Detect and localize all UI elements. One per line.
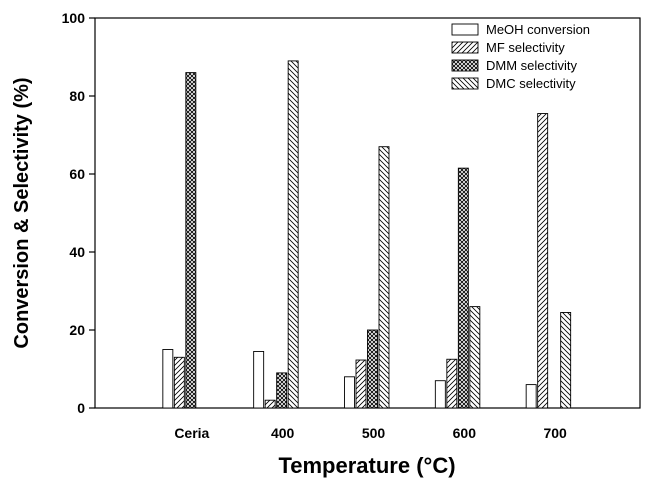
y-tick-label: 80 <box>69 88 85 104</box>
bar <box>469 306 481 409</box>
bar <box>344 376 355 409</box>
legend-label: MeOH conversion <box>486 22 590 37</box>
bar <box>560 312 572 409</box>
x-tick-label: Ceria <box>174 425 209 441</box>
bar <box>276 372 288 409</box>
legend-swatch <box>451 41 479 54</box>
x-tick-label: 600 <box>453 425 477 441</box>
bar <box>264 399 276 409</box>
bar <box>253 351 265 409</box>
legend-swatch <box>451 77 479 90</box>
legend-label: DMC selectivity <box>486 76 576 91</box>
y-tick-label: 20 <box>69 322 85 338</box>
x-axis-title: Temperature (°C) <box>278 453 455 478</box>
bar <box>162 349 174 409</box>
bar <box>367 329 378 409</box>
bar <box>378 146 390 409</box>
y-tick-label: 0 <box>77 400 85 416</box>
bar <box>457 167 469 409</box>
bar <box>355 359 367 409</box>
x-tick-label: 500 <box>362 425 386 441</box>
y-tick-label: 60 <box>69 166 85 182</box>
bar <box>434 380 446 409</box>
bar <box>185 72 197 409</box>
bar <box>537 113 549 409</box>
bar <box>287 60 299 409</box>
legend-label: MF selectivity <box>486 40 565 55</box>
bar <box>446 358 458 409</box>
bar <box>525 384 537 409</box>
x-tick-label: 700 <box>543 425 567 441</box>
y-axis-title: Conversion & Selectivity (%) <box>11 77 33 348</box>
bar <box>173 356 185 409</box>
legend-swatch <box>451 23 479 36</box>
legend-label: DMM selectivity <box>486 58 578 73</box>
y-tick-label: 100 <box>62 10 86 26</box>
legend-swatch <box>451 59 479 72</box>
y-tick-label: 40 <box>69 244 85 260</box>
x-tick-label: 400 <box>271 425 295 441</box>
